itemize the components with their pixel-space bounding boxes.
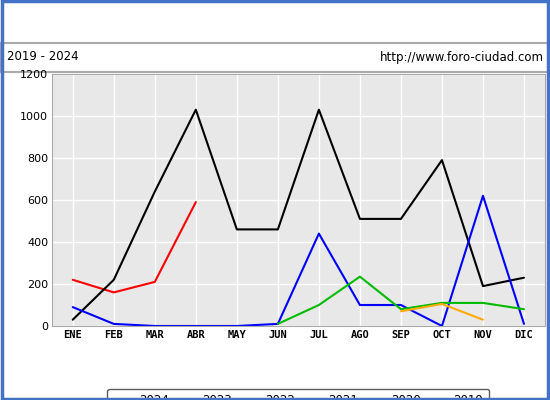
Text: 2019 - 2024: 2019 - 2024 [7, 50, 78, 64]
Legend: 2024, 2023, 2022, 2021, 2020, 2019: 2024, 2023, 2022, 2021, 2020, 2019 [107, 388, 490, 400]
Text: Evolucion Nº Turistas Nacionales en el municipio de Moscardón: Evolucion Nº Turistas Nacionales en el m… [14, 13, 536, 29]
Text: http://www.foro-ciudad.com: http://www.foro-ciudad.com [379, 50, 543, 64]
